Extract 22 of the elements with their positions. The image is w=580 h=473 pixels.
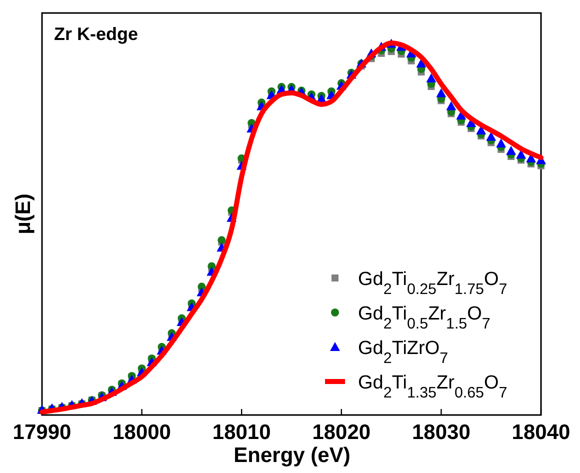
legend-label: Gd$_{2}$Ti$_{1.35}$Zr$_{0.65}$O$_{7}$ <box>358 372 508 401</box>
x-axis-title: Energy (eV) <box>234 444 350 467</box>
point <box>486 132 496 141</box>
point <box>436 88 446 98</box>
point <box>416 58 426 68</box>
x-tick-label: 18030 <box>412 421 470 444</box>
point <box>426 73 436 82</box>
legend-label: Gd$_{2}$TiZrO$_{7}$ <box>358 338 448 366</box>
chart-title: Zr K-edge <box>54 24 138 44</box>
x-tick-label: 17990 <box>12 421 72 444</box>
y-axis-title: μ(E) <box>12 194 35 234</box>
point <box>496 138 506 148</box>
point <box>506 146 516 155</box>
point <box>516 150 526 159</box>
x-tick-label: 18010 <box>212 421 271 444</box>
x-tick-label: 18000 <box>112 421 172 444</box>
legend-label: Gd$_{2}$Ti$_{0.5}$Zr$_{1.5}$O$_{7}$ <box>358 304 490 332</box>
point <box>446 101 456 110</box>
legend-label: Gd$_{2}$Ti$_{0.25}$Zr$_{1.75}$O$_{7}$ <box>358 269 508 298</box>
x-tick-label: 18040 <box>512 421 570 444</box>
x-tick-label: 18020 <box>312 421 371 444</box>
point <box>218 236 226 244</box>
